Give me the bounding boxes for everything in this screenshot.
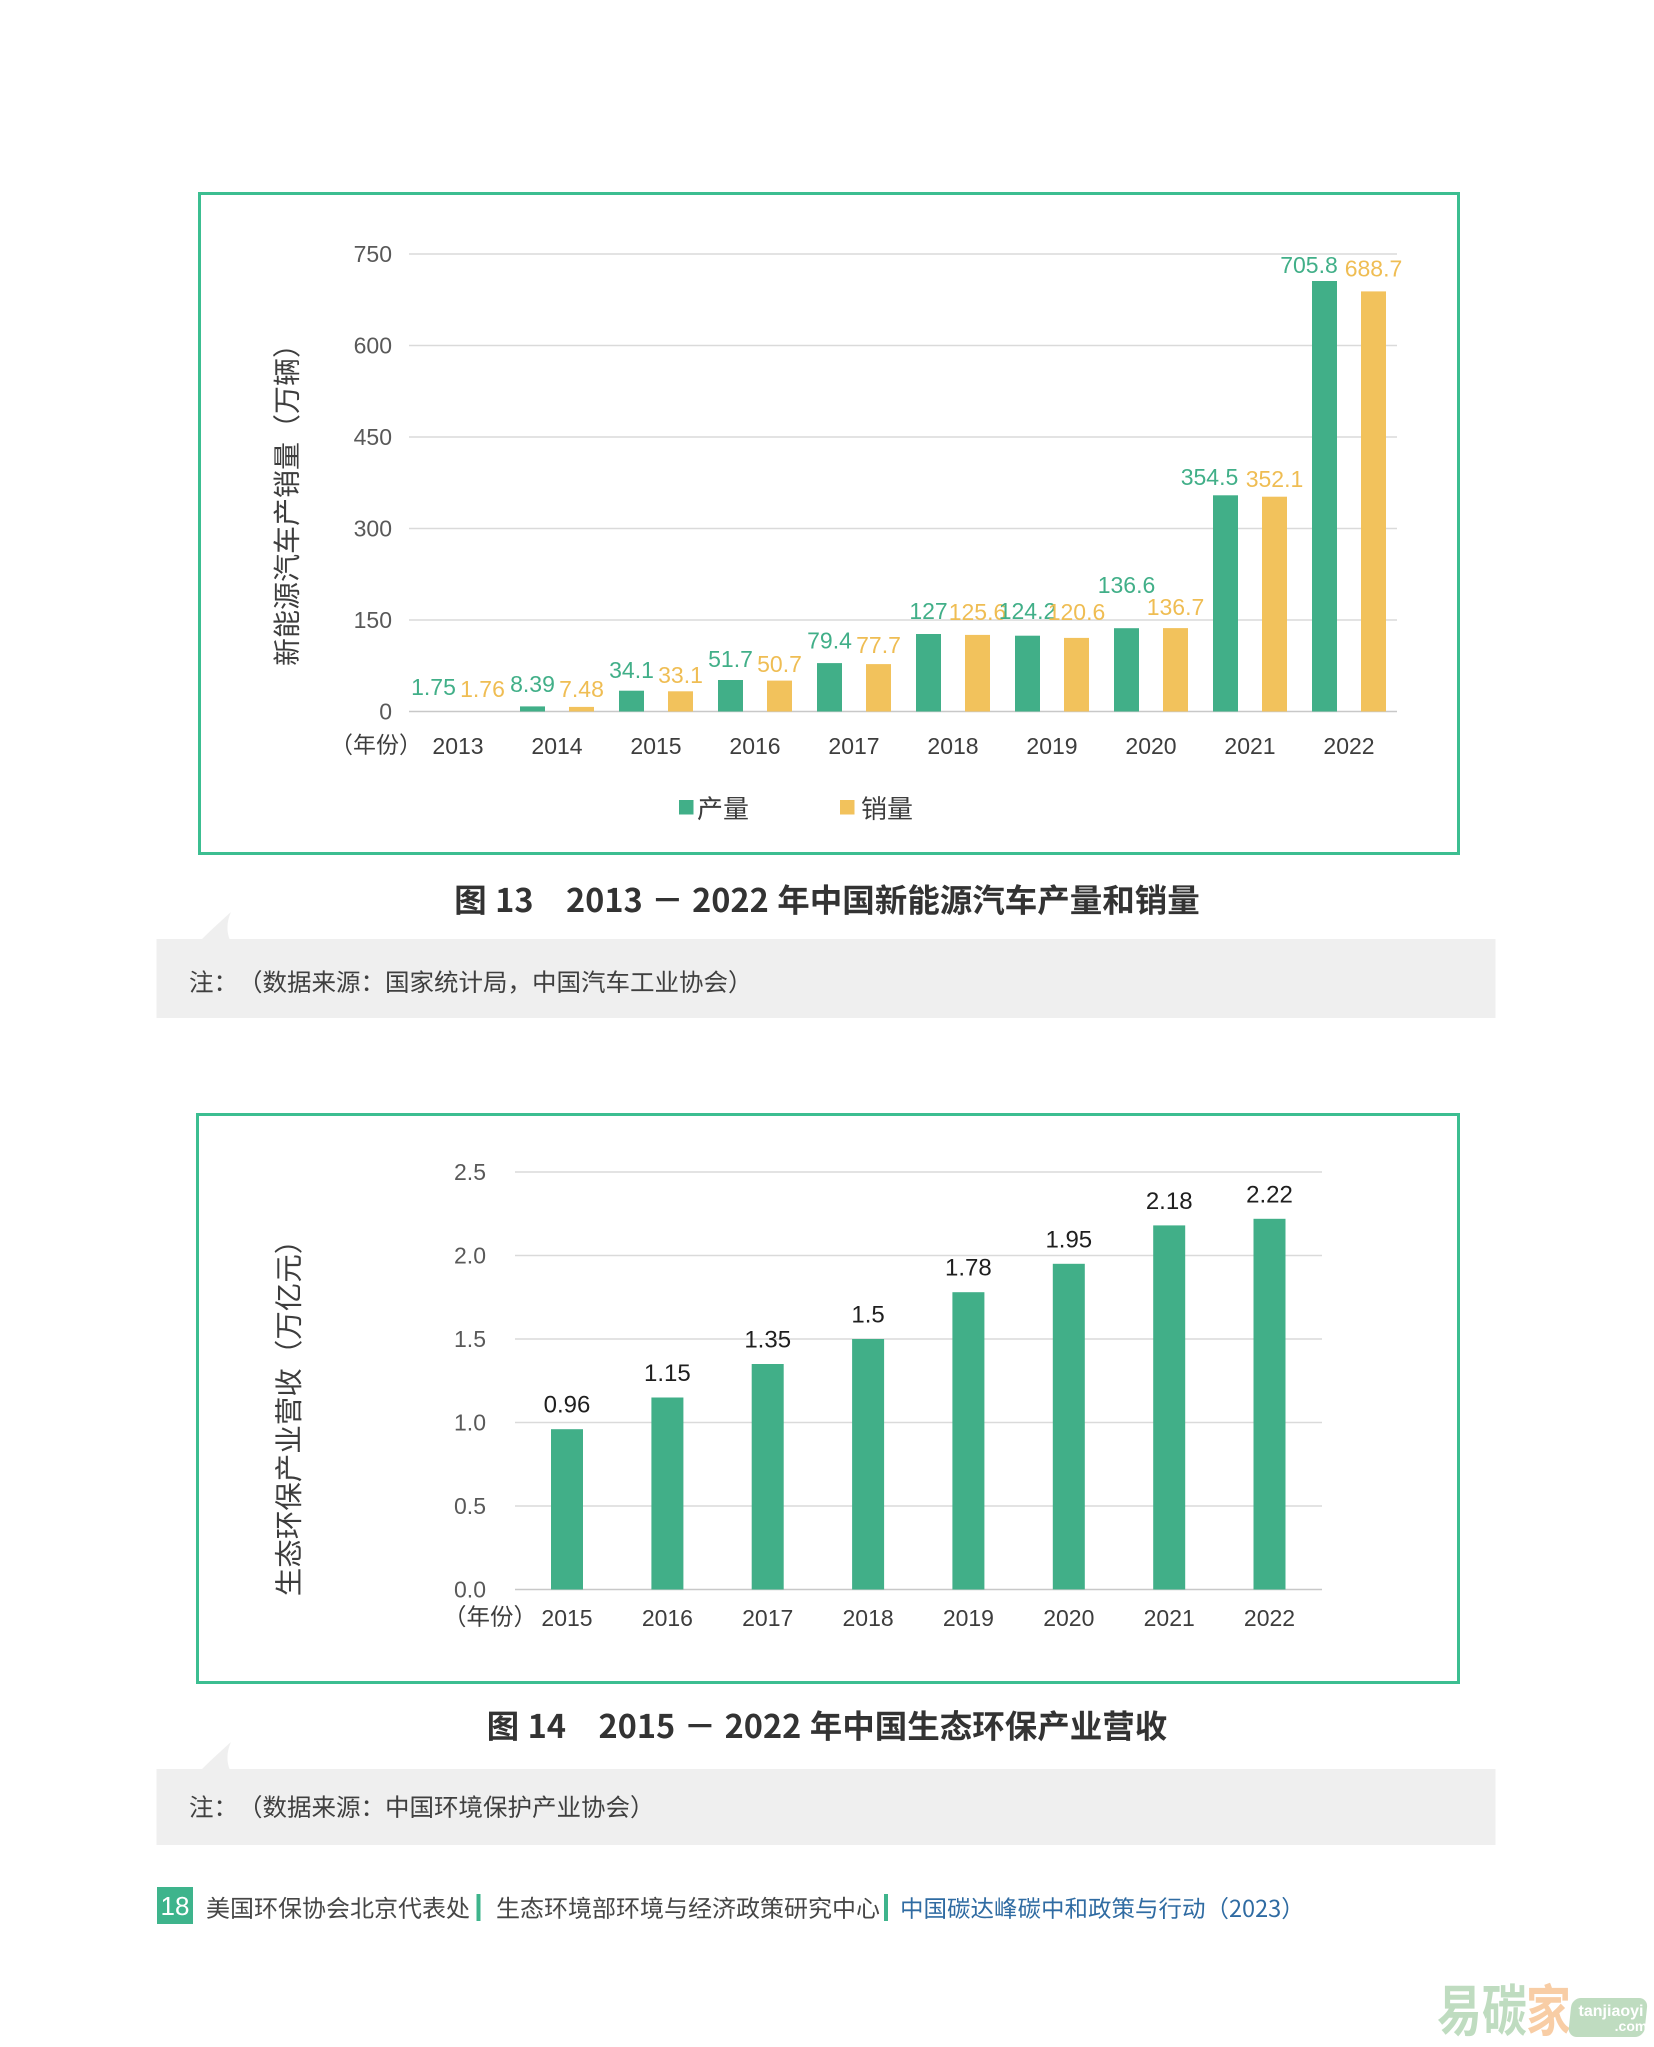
svg-text:2015: 2015 — [630, 733, 681, 759]
svg-text:2016: 2016 — [642, 1605, 693, 1631]
svg-text:2020: 2020 — [1043, 1605, 1094, 1631]
svg-text:354.5: 354.5 — [1181, 464, 1239, 490]
svg-text:2013: 2013 — [432, 733, 483, 759]
svg-text:136.7: 136.7 — [1147, 594, 1205, 620]
svg-text:2018: 2018 — [927, 733, 978, 759]
svg-text:124.2: 124.2 — [999, 598, 1057, 624]
svg-text:2022: 2022 — [1323, 733, 1374, 759]
svg-text:2018: 2018 — [843, 1605, 894, 1631]
svg-text:2014: 2014 — [531, 733, 582, 759]
svg-text:1.78: 1.78 — [945, 1255, 992, 1282]
svg-text:33.1: 33.1 — [658, 662, 703, 688]
svg-text:2017: 2017 — [828, 733, 879, 759]
svg-text:2.0: 2.0 — [454, 1243, 486, 1269]
svg-text:2022: 2022 — [1244, 1605, 1295, 1631]
svg-text:2017: 2017 — [742, 1605, 793, 1631]
svg-text:750: 750 — [354, 241, 392, 267]
svg-text:2020: 2020 — [1125, 733, 1176, 759]
svg-text:2.18: 2.18 — [1146, 1188, 1193, 1215]
svg-text:34.1: 34.1 — [609, 657, 654, 683]
svg-text:300: 300 — [354, 516, 392, 542]
svg-text:125.6: 125.6 — [949, 599, 1007, 625]
svg-text:18: 18 — [161, 1891, 190, 1921]
svg-text:1.5: 1.5 — [851, 1302, 884, 1329]
svg-text:2016: 2016 — [729, 733, 780, 759]
svg-text:0.0: 0.0 — [454, 1577, 486, 1603]
svg-text:8.39: 8.39 — [510, 671, 555, 697]
svg-text:0.96: 0.96 — [544, 1392, 591, 1419]
svg-text:150: 150 — [354, 607, 392, 633]
svg-text:2021: 2021 — [1224, 733, 1275, 759]
svg-text:79.4: 79.4 — [807, 628, 852, 654]
svg-text:2.22: 2.22 — [1246, 1181, 1293, 1208]
svg-text:50.7: 50.7 — [757, 651, 802, 677]
svg-text:2019: 2019 — [943, 1605, 994, 1631]
svg-text:2021: 2021 — [1144, 1605, 1195, 1631]
svg-text:136.6: 136.6 — [1098, 572, 1156, 598]
svg-text:tanjiaoyi: tanjiaoyi — [1579, 2003, 1644, 2020]
svg-text:0: 0 — [379, 699, 392, 725]
svg-text:51.7: 51.7 — [708, 646, 753, 672]
svg-text:7.48: 7.48 — [559, 676, 604, 702]
svg-text:127: 127 — [909, 598, 947, 624]
svg-text:1.35: 1.35 — [744, 1327, 791, 1354]
svg-text:1.0: 1.0 — [454, 1410, 486, 1436]
svg-text:120.6: 120.6 — [1048, 599, 1106, 625]
svg-text:1.5: 1.5 — [454, 1326, 486, 1352]
svg-text:2.5: 2.5 — [454, 1159, 486, 1185]
svg-text:1.75: 1.75 — [411, 674, 456, 700]
svg-text:705.8: 705.8 — [1280, 252, 1338, 278]
svg-text:600: 600 — [354, 333, 392, 359]
svg-text:1.15: 1.15 — [644, 1360, 691, 1387]
svg-text:688.7: 688.7 — [1345, 256, 1403, 282]
svg-text:2019: 2019 — [1026, 733, 1077, 759]
svg-text:450: 450 — [354, 424, 392, 450]
svg-text:1.95: 1.95 — [1045, 1226, 1092, 1253]
svg-text:352.1: 352.1 — [1246, 466, 1304, 492]
svg-text:77.7: 77.7 — [856, 632, 901, 658]
svg-text:.com: .com — [1615, 2018, 1648, 2034]
svg-text:2015: 2015 — [541, 1605, 592, 1631]
svg-text:0.5: 0.5 — [454, 1493, 486, 1519]
svg-text:1.76: 1.76 — [460, 676, 505, 702]
